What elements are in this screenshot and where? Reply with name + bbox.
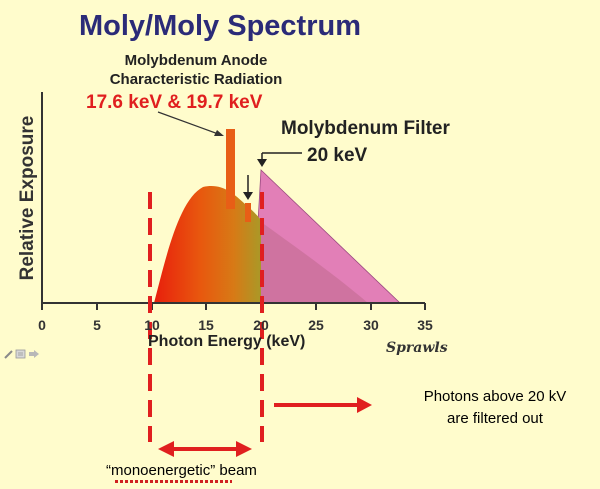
anode-pointer-line bbox=[157, 111, 222, 136]
filtered-note-line1: Photons above 20 kV bbox=[423, 388, 567, 405]
peak-pointer-arrowhead bbox=[243, 192, 253, 200]
edge-pointer-arrowhead bbox=[257, 159, 267, 167]
x-tick-label: 10 bbox=[144, 317, 160, 333]
x-tick-label: 25 bbox=[308, 317, 324, 333]
filtered-arrow-head bbox=[357, 397, 372, 413]
beam-arrow-left-head bbox=[158, 441, 174, 457]
x-tick-label: 20 bbox=[253, 317, 269, 333]
x-tick-label: 30 bbox=[363, 317, 379, 333]
anode-pointer-arrowhead bbox=[214, 130, 224, 136]
pen-icon[interactable] bbox=[4, 350, 13, 359]
y-axis-label: Relative Exposure bbox=[17, 115, 38, 281]
slide-toolbar[interactable] bbox=[4, 349, 40, 359]
x-axis-label: Photon Energy (keV) bbox=[148, 333, 306, 350]
filtered-note-line2: are filtered out bbox=[447, 410, 543, 427]
author-signature: Sprawls bbox=[386, 340, 448, 356]
beam-label: “monoenergetic” beam bbox=[106, 462, 257, 479]
filter-label: Molybdenum Filter bbox=[281, 118, 450, 139]
spellcheck-underline bbox=[115, 480, 232, 483]
filter-energy-label: 20 keV bbox=[307, 145, 368, 166]
x-tick-label: 5 bbox=[93, 317, 101, 333]
characteristic-peak-17-6-kev bbox=[226, 129, 235, 209]
transmitted-spectrum-region bbox=[154, 186, 261, 303]
beam-arrow-right-head bbox=[236, 441, 252, 457]
anode-label-line1: Molybdenum Anode bbox=[124, 52, 268, 69]
arrow-icon[interactable] bbox=[29, 350, 39, 358]
slide-title: Moly/Moly Spectrum bbox=[79, 10, 361, 42]
filtered-tail-region bbox=[261, 222, 368, 303]
x-tick-label: 0 bbox=[38, 317, 46, 333]
anode-energies-label: 17.6 keV & 19.7 keV bbox=[86, 92, 263, 113]
anode-label-line2: Characteristic Radiation bbox=[109, 71, 283, 88]
characteristic-peak-19-7-kev bbox=[245, 203, 251, 222]
menu-icon[interactable] bbox=[15, 349, 26, 359]
x-tick-label: 15 bbox=[198, 317, 214, 333]
x-tick-label: 35 bbox=[417, 317, 433, 333]
